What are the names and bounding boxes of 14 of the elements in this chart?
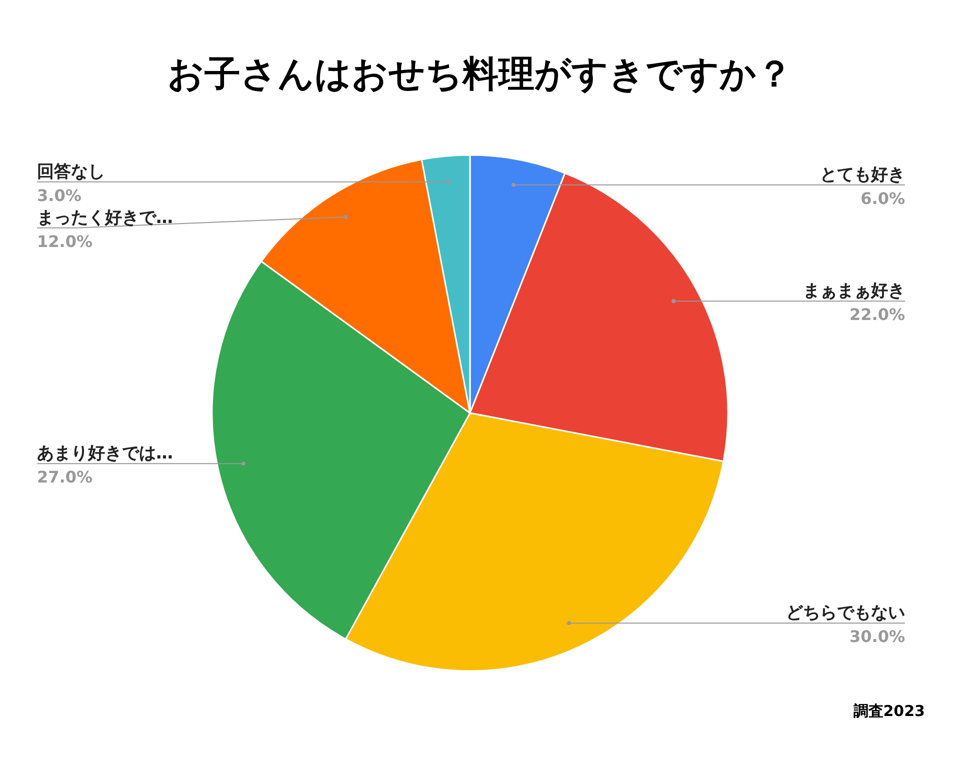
data-label: 22.0%: [849, 305, 905, 324]
data-label: 3.0%: [37, 186, 82, 205]
data-label: 6.0%: [860, 188, 905, 208]
slice-label: 回答なし: [37, 162, 105, 182]
slice-label: まったく好きで…: [37, 208, 173, 228]
slice-label: どちらでもない: [786, 603, 905, 624]
text: 調査2023: [853, 702, 925, 720]
chart-title: お子さんはおせち料理がすきですか？: [168, 54, 792, 95]
data-label: 12.0%: [37, 232, 93, 251]
data-label: 27.0%: [37, 468, 93, 487]
data-label: 30.0%: [849, 627, 905, 646]
slice-label: あまり好きでは…: [37, 444, 173, 464]
slice-label: とても好き: [820, 164, 905, 185]
slice-label: まぁまぁ好き: [803, 281, 905, 302]
